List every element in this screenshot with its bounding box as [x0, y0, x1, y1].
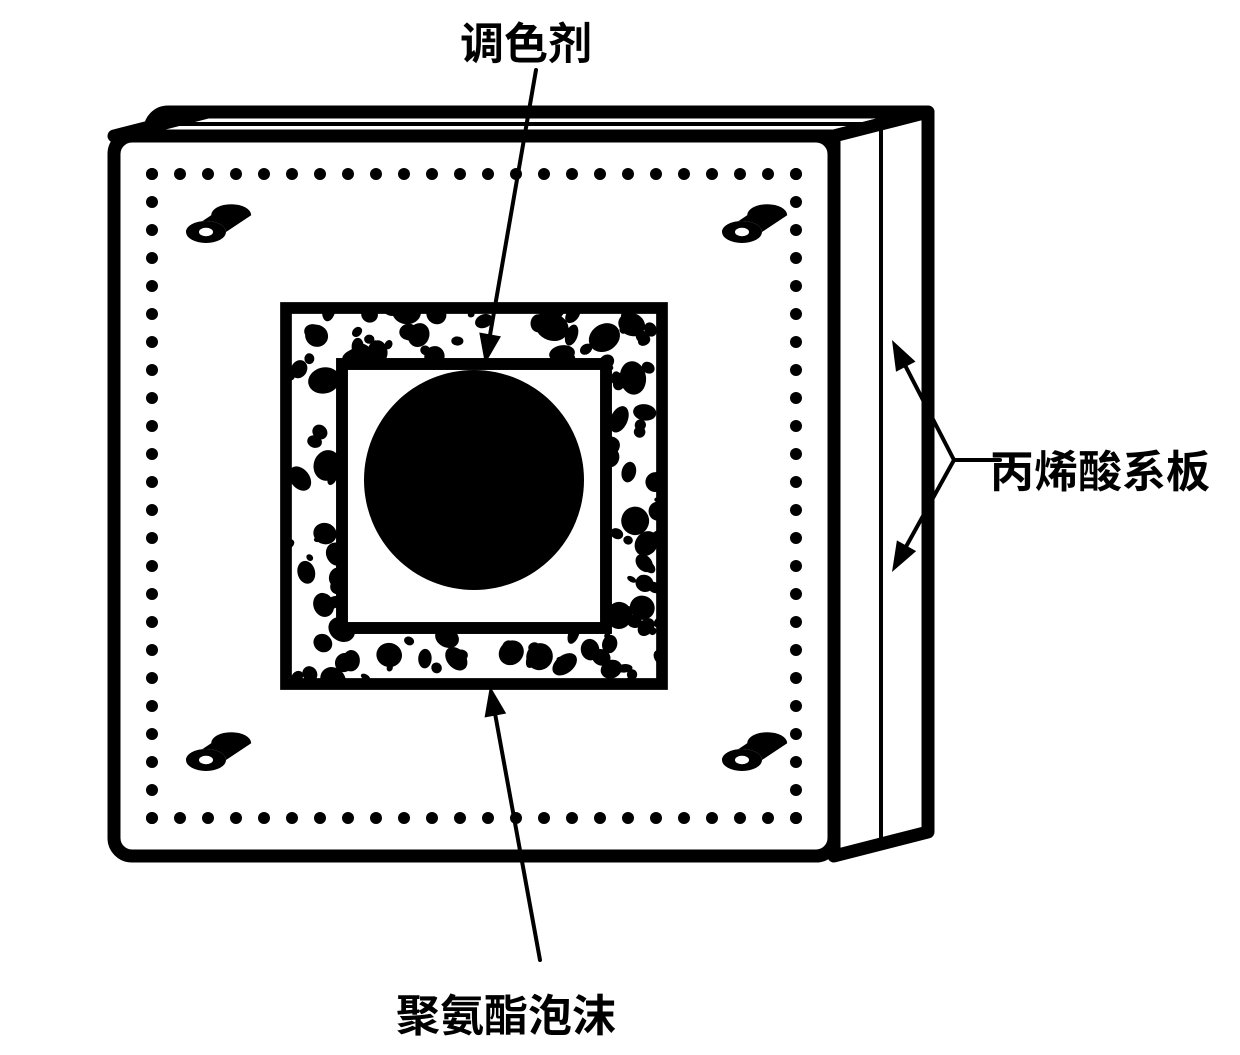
label-toner: 调色剂	[460, 8, 592, 72]
diagram-canvas: 调色剂 丙烯酸系板 聚氨酯泡沫	[0, 0, 1240, 1050]
diagram-svg	[0, 0, 1240, 1050]
label-polyurethane-foam: 聚氨酯泡沫	[396, 980, 616, 1044]
label-acrylic-plate: 丙烯酸系板	[990, 436, 1210, 500]
toner-circle	[364, 370, 584, 590]
